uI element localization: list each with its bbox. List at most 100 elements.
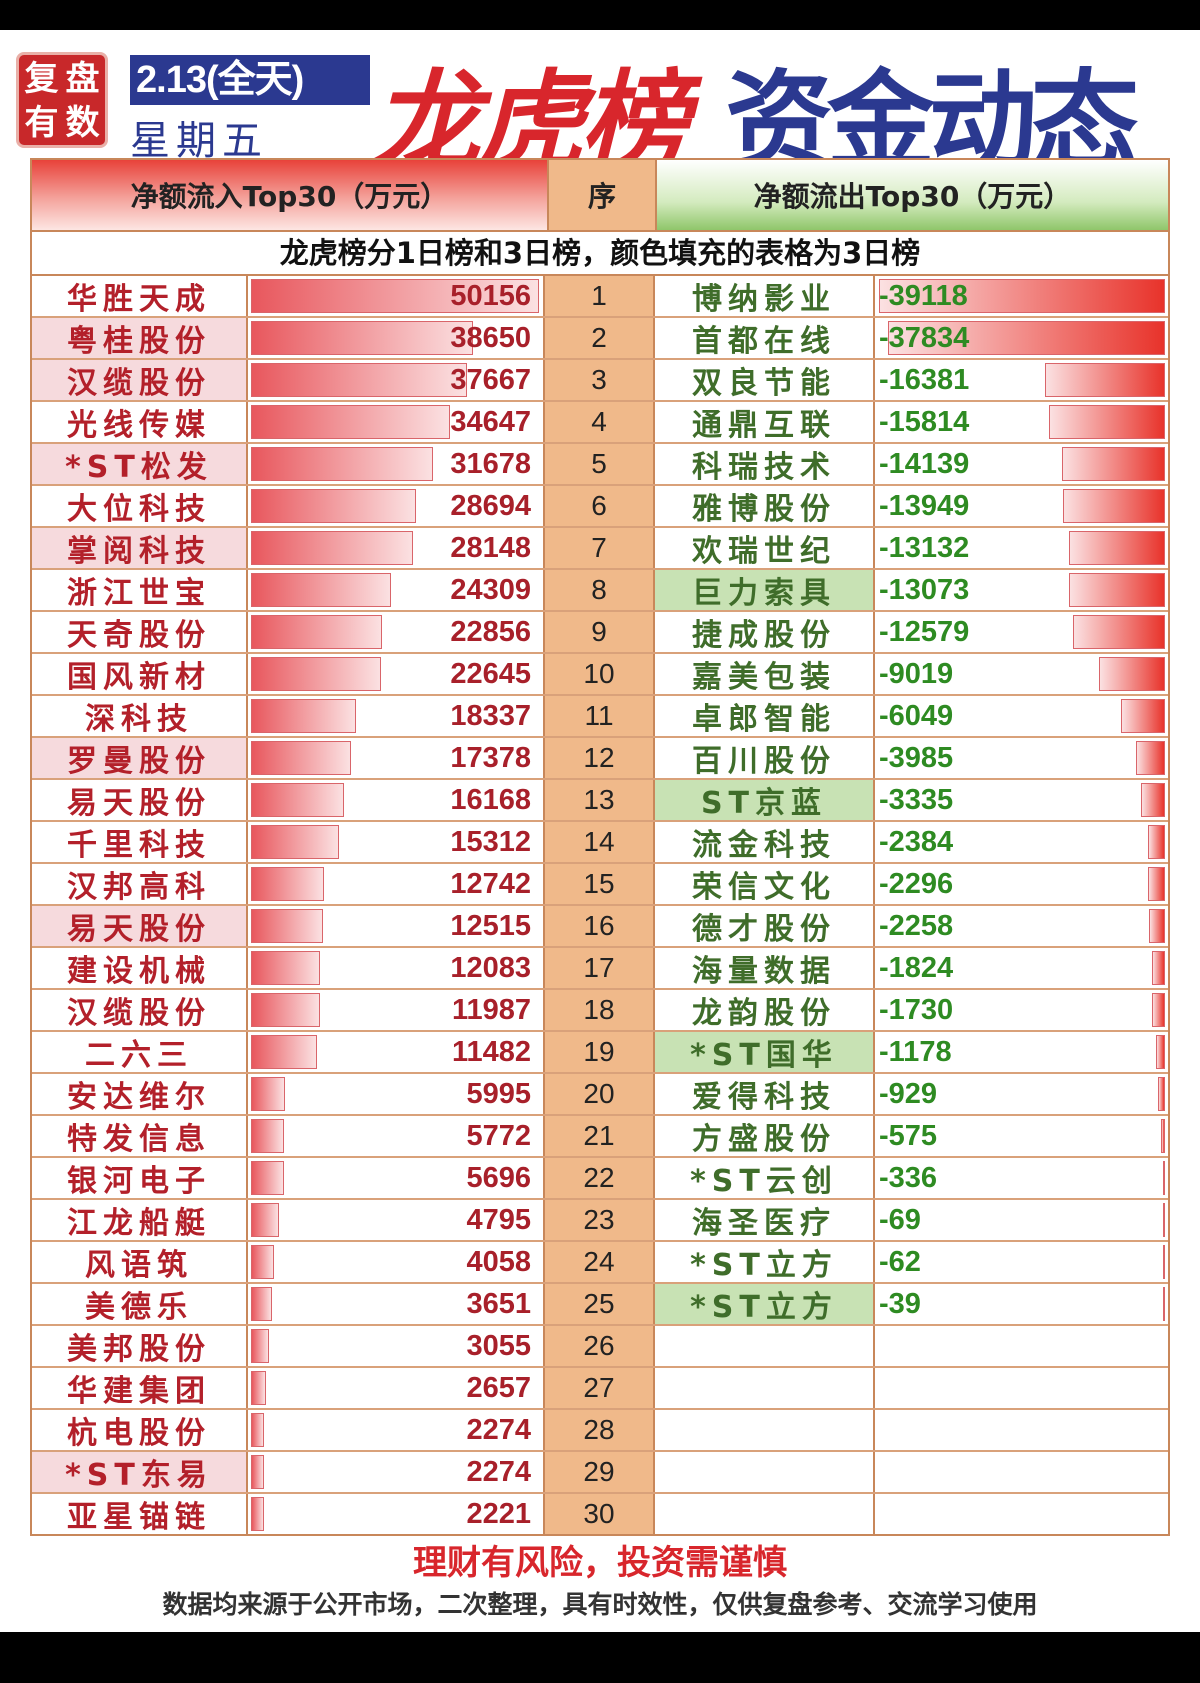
- outflow-stock-name: 龙韵股份: [655, 990, 875, 1031]
- inflow-value: 11987: [451, 993, 531, 1026]
- outflow-bar: [1049, 405, 1165, 439]
- inflow-value: 34647: [450, 405, 531, 438]
- inflow-bar: [251, 1329, 269, 1363]
- outflow-value: -13949: [879, 489, 970, 522]
- inflow-value: 3651: [466, 1287, 531, 1320]
- inflow-bar: [251, 909, 323, 943]
- outflow-bar: [1163, 1203, 1165, 1237]
- outflow-bar: [1163, 1245, 1165, 1279]
- inflow-stock-name: 罗曼股份: [32, 738, 248, 779]
- outflow-bar-cell: -16381: [875, 360, 1168, 400]
- table-row: 易天股份 12515 16 德才股份 -2258: [32, 906, 1168, 948]
- table-row: 华建集团 2657 27: [32, 1368, 1168, 1410]
- outflow-bar-cell: -929: [875, 1074, 1168, 1114]
- inflow-bar-cell: 34647: [248, 402, 545, 442]
- inflow-value: 12083: [450, 951, 531, 984]
- outflow-bar: [1147, 825, 1165, 859]
- inflow-bar-cell: 38650: [248, 318, 545, 358]
- inflow-value: 17378: [450, 741, 531, 774]
- table-row: 汉邦高科 12742 15 荣信文化 -2296: [32, 864, 1168, 906]
- rank-number: 4: [545, 402, 655, 442]
- rank-number: 11: [545, 696, 655, 736]
- inflow-bar: [251, 1245, 275, 1279]
- inflow-value: 22856: [450, 615, 531, 648]
- inflow-bar-cell: 3055: [248, 1326, 545, 1366]
- table-row: 二六三 11482 19 *ST国华 -1178: [32, 1032, 1168, 1074]
- table-row: 天奇股份 22856 9 捷成股份 -12579: [32, 612, 1168, 654]
- inflow-bar: [251, 1161, 284, 1195]
- inflow-stock-name: 大位科技: [32, 486, 248, 527]
- outflow-value: -929: [879, 1077, 938, 1110]
- inflow-bar-cell: 15312: [248, 822, 545, 862]
- table-row: 特发信息 5772 21 方盛股份 -575: [32, 1116, 1168, 1158]
- outflow-value: -13132: [879, 531, 970, 564]
- outflow-bar: [1069, 531, 1165, 565]
- rank-number: 21: [545, 1116, 655, 1156]
- inflow-bar: [251, 1287, 272, 1321]
- inflow-bar: [251, 1371, 267, 1405]
- table-row: 华胜天成 50156 1 博纳影业 -39118: [32, 276, 1168, 318]
- outflow-stock-name: 嘉美包装: [655, 654, 875, 695]
- inflow-stock-name: 深科技: [32, 696, 248, 737]
- outflow-bar-cell: -336: [875, 1158, 1168, 1198]
- outflow-value: -69: [879, 1203, 921, 1236]
- table-body: 华胜天成 50156 1 博纳影业 -39118 粤桂股份 38650 2 首都在线 -37834…: [32, 276, 1168, 1535]
- inflow-stock-name: 易天股份: [32, 906, 248, 947]
- outflow-value: -575: [879, 1119, 938, 1152]
- inflow-stock-name: 光线传媒: [32, 402, 248, 443]
- inflow-stock-name: 亚星锚链: [32, 1494, 248, 1535]
- outflow-value: -15814: [879, 405, 970, 438]
- inflow-value: 37667: [450, 363, 531, 396]
- rank-number: 25: [545, 1284, 655, 1324]
- inflow-stock-name: 华胜天成: [32, 276, 248, 317]
- table-row: 粤桂股份 38650 2 首都在线 -37834: [32, 318, 1168, 360]
- inflow-bar: [251, 531, 413, 565]
- inflow-stock-name: *ST松发: [32, 444, 248, 485]
- inflow-stock-name: 汉邦高科: [32, 864, 248, 905]
- outflow-bar-cell: -575: [875, 1116, 1168, 1156]
- outflow-stock-name: 荣信文化: [655, 864, 875, 905]
- outflow-value: -39118: [879, 279, 968, 312]
- rank-number: 15: [545, 864, 655, 904]
- inflow-bar-cell: 5995: [248, 1074, 545, 1114]
- inflow-stock-name: 银河电子: [32, 1158, 248, 1199]
- table-row: 美邦股份 3055 26: [32, 1326, 1168, 1368]
- stamp-char: 复: [24, 59, 59, 99]
- table-row: 建设机械 12083 17 海量数据 -1824: [32, 948, 1168, 990]
- outflow-stock-name: 德才股份: [655, 906, 875, 947]
- outflow-stock-name: 通鼎互联: [655, 402, 875, 443]
- stamp-char: 盘: [65, 59, 100, 99]
- stamp-char: 数: [65, 103, 100, 143]
- outflow-value: -2296: [879, 867, 954, 900]
- rank-header: 序: [547, 160, 657, 230]
- outflow-bar-cell: -13132: [875, 528, 1168, 568]
- outflow-stock-name: 科瑞技术: [655, 444, 875, 485]
- inflow-value: 12742: [450, 867, 531, 900]
- outflow-stock-name: 方盛股份: [655, 1116, 875, 1157]
- outflow-stock-name: 百川股份: [655, 738, 875, 779]
- table-row: 浙江世宝 24309 8 巨力索具 -13073: [32, 570, 1168, 612]
- inflow-bar-cell: 3651: [248, 1284, 545, 1324]
- outflow-stock-name: [655, 1452, 875, 1492]
- inflow-bar-cell: 4795: [248, 1200, 545, 1240]
- table-row: 银河电子 5696 22 *ST云创 -336: [32, 1158, 1168, 1200]
- outflow-bar: [1135, 741, 1165, 775]
- inflow-bar: [251, 1497, 264, 1531]
- inflow-bar: [251, 993, 320, 1027]
- inflow-bar-cell: 18337: [248, 696, 545, 736]
- inflow-value: 5696: [466, 1161, 531, 1194]
- outflow-bar-cell: -2258: [875, 906, 1168, 946]
- outflow-bar: [1148, 909, 1165, 943]
- outflow-bar: [1073, 615, 1165, 649]
- inflow-value: 38650: [450, 321, 531, 354]
- table-row: 汉缆股份 37667 3 双良节能 -16381: [32, 360, 1168, 402]
- inflow-bar-cell: 24309: [248, 570, 545, 610]
- outflow-stock-name: 欢瑞世纪: [655, 528, 875, 569]
- inflow-bar: [251, 615, 383, 649]
- outflow-bar: [1063, 489, 1165, 523]
- outflow-value: -3335: [879, 783, 954, 816]
- inflow-bar-cell: 17378: [248, 738, 545, 778]
- outflow-bar: [1158, 1077, 1165, 1111]
- inflow-stock-name: 风语筑: [32, 1242, 248, 1283]
- outflow-bar-cell: -2384: [875, 822, 1168, 862]
